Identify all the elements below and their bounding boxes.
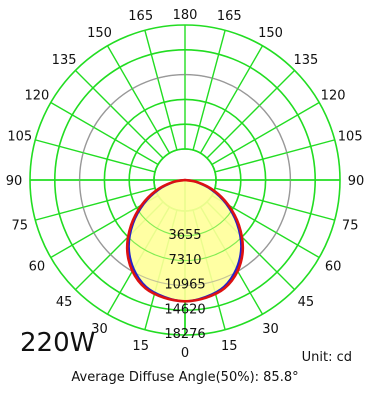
angle-label-right-75: 75: [342, 218, 359, 233]
angle-label-right-15: 15: [221, 339, 238, 354]
distribution-fill: [127, 180, 243, 302]
grid-spoke-150: [199, 45, 264, 154]
grid-ring-overlay-3: [79, 74, 291, 286]
angle-label-left-180: 180: [173, 8, 198, 23]
grid-ring-overlay-4: [54, 49, 316, 311]
angle-label-right-90: 90: [348, 174, 365, 189]
angle-label-left-120: 120: [24, 89, 49, 104]
ring-label-3: 14620: [164, 302, 205, 317]
grid-spoke-285: [35, 187, 156, 221]
angle-label-right-60: 60: [325, 260, 342, 275]
grid-spoke-105: [214, 139, 335, 173]
grid-spoke-210: [106, 45, 171, 154]
grid-ring-overlay-2: [103, 98, 267, 262]
angle-label-right-105: 105: [338, 130, 363, 145]
angle-label-right-45: 45: [298, 295, 315, 310]
angle-label-right-30: 30: [262, 322, 279, 337]
grid-spoke-75: [214, 187, 335, 221]
angle-label-left-150: 150: [87, 26, 112, 41]
average-angle-label: Average Diffuse Angle(50%): 85.8°: [71, 370, 299, 385]
angle-label-left-165: 165: [128, 9, 153, 24]
angle-label-right-165: 165: [217, 9, 242, 24]
ring-label-4: 18276: [164, 327, 205, 342]
angle-label-left-90: 90: [6, 174, 23, 189]
series-red-curve: [125, 178, 245, 303]
angle-label-left-0: 0: [181, 346, 189, 361]
grid-spoke-135: [206, 69, 296, 159]
angle-label-left-135: 135: [52, 53, 77, 68]
grid-spoke-120: [211, 101, 320, 166]
grid-spoke-165: [192, 30, 226, 151]
angle-label-left-75: 75: [12, 218, 29, 233]
angle-label-right-150: 150: [258, 26, 283, 41]
grid-ring-overlay-1: [128, 123, 242, 237]
angle-label-left-30: 30: [91, 322, 108, 337]
grid-spoke-195: [144, 30, 178, 151]
ring-label-2: 10965: [164, 278, 205, 293]
angle-label-left-105: 105: [7, 130, 32, 145]
grid-spoke-225: [74, 69, 164, 159]
angle-label-right-120: 120: [321, 89, 346, 104]
grid-spoke-240: [50, 101, 159, 166]
ring-label-0: 3655: [168, 228, 201, 243]
unit-label: Unit: cd: [301, 350, 352, 365]
angle-label-left-45: 45: [56, 295, 73, 310]
angle-label-right-135: 135: [293, 53, 318, 68]
angle-label-left-15: 15: [132, 339, 149, 354]
wattage-label: 220W: [20, 328, 96, 358]
grid-spoke-255: [35, 139, 156, 173]
ring-label-1: 7310: [168, 253, 201, 268]
angle-label-left-60: 60: [29, 260, 46, 275]
